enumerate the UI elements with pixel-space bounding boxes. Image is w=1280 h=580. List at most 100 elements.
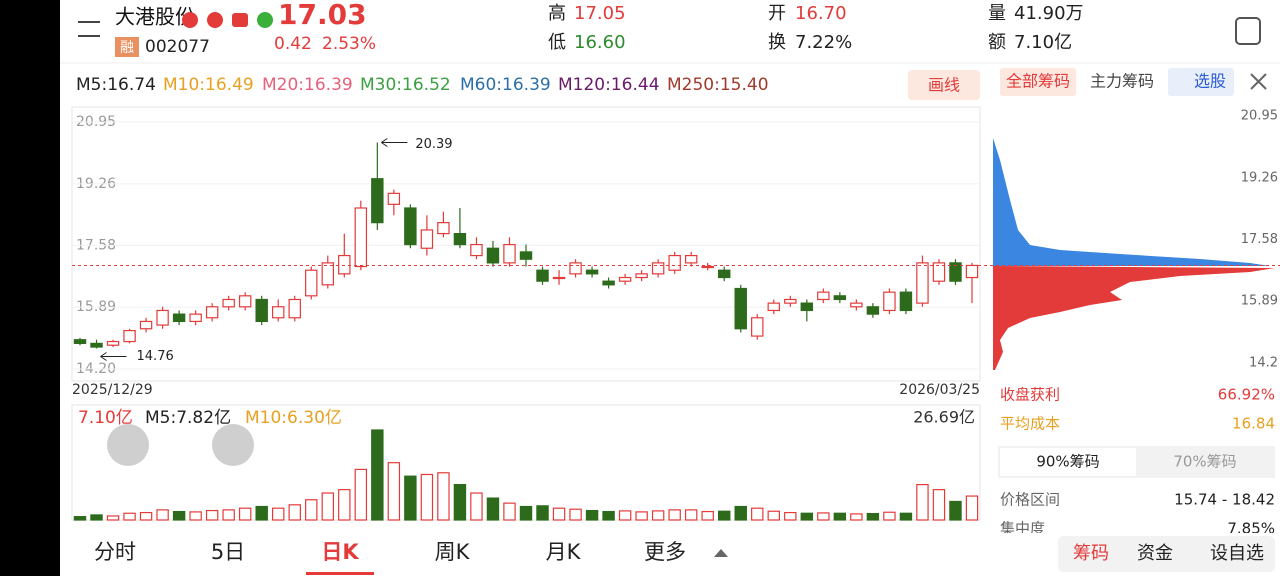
draw-button[interactable]: [908, 70, 980, 100]
volume-bar: [172, 510, 186, 521]
label: 量: [988, 3, 1006, 24]
volume-bar: [338, 489, 351, 521]
tab[interactable]: 月K: [546, 540, 582, 564]
candle-body: [817, 291, 830, 301]
candle-body: [932, 262, 946, 282]
volume-bar: [965, 495, 979, 521]
candle-body: [503, 243, 516, 264]
low: 16.60: [574, 32, 626, 53]
tab[interactable]: 更多: [644, 540, 686, 564]
ma-value: M20:16.39: [262, 75, 353, 95]
ma-value: M10:16.49: [163, 75, 254, 95]
range-tab[interactable]: 70%筹码: [1173, 453, 1236, 471]
volume-bar: [371, 429, 384, 521]
volume-ma10: M10:6.30亿: [245, 408, 342, 428]
volume-bar: [618, 510, 632, 521]
candle-body: [618, 276, 632, 282]
volume-bar: [238, 507, 252, 521]
more-arrow: [714, 549, 728, 557]
tab-bg[interactable]: [1000, 68, 1076, 96]
change-pct: 2.53%: [322, 34, 376, 54]
bottom-button[interactable]: 筹码: [1073, 543, 1109, 564]
candle-body: [272, 306, 285, 319]
candle-body: [850, 302, 863, 308]
candle-body: [883, 291, 896, 312]
ma-value: M120:16.44: [558, 75, 660, 95]
candle-body: [321, 262, 334, 286]
chip-tick-label: 14.2: [1249, 356, 1278, 371]
volume-bar: [552, 507, 566, 521]
price: 17.03: [278, 0, 367, 31]
volume-bar: [850, 513, 863, 521]
volume-bar: [453, 483, 467, 521]
volume-ma5: M5:7.82亿: [145, 408, 231, 428]
candle-body: [965, 264, 979, 279]
tab-bg[interactable]: [1168, 68, 1234, 96]
start-date: 2025/12/29: [72, 382, 153, 398]
button-bar: [1058, 536, 1275, 572]
nav-arrows[interactable]: [107, 424, 254, 466]
stat-label: 价格区间: [1000, 491, 1060, 509]
chip-tab[interactable]: 主力筹码: [1090, 72, 1154, 91]
stat-value: 66.92%: [1218, 386, 1275, 404]
volume-bar: [73, 516, 87, 521]
volume-bar: [90, 514, 103, 521]
range-tab[interactable]: 90%筹码: [1036, 453, 1099, 471]
volume-bar: [420, 473, 434, 521]
volume-bar: [387, 462, 401, 521]
tab[interactable]: 周K: [435, 540, 471, 564]
chip-tab[interactable]: 选股: [1194, 72, 1226, 91]
range-tab-bg[interactable]: [1000, 448, 1136, 476]
amount: 7.10亿: [1014, 32, 1072, 53]
tab[interactable]: 分时: [94, 540, 136, 564]
volume-bar: [470, 492, 483, 521]
candle-body: [238, 295, 252, 308]
screen-icon[interactable]: [1235, 17, 1261, 45]
tab[interactable]: 5日: [211, 540, 245, 564]
volume-bar: [718, 510, 731, 521]
candle-body: [354, 207, 368, 268]
change: 0.42: [274, 34, 312, 54]
volume-bar: [205, 509, 219, 521]
chip-red: [993, 266, 1275, 370]
stock-code: 002077: [145, 37, 210, 57]
ma-value: M5:16.74: [76, 75, 156, 95]
label: 开: [768, 3, 786, 24]
candle-body: [866, 306, 880, 315]
candle-body: [90, 342, 103, 348]
candle-body: [123, 329, 136, 343]
tag-bg: [115, 37, 139, 57]
candle-body: [404, 207, 417, 246]
candle-body: [73, 339, 87, 344]
bottom-button[interactable]: 资金: [1137, 543, 1173, 564]
volume-bar: [932, 489, 946, 521]
share-icons[interactable]: [182, 12, 273, 28]
candle-body: [222, 298, 235, 308]
high-note: 20.39: [415, 137, 452, 152]
chip-tick-label: 17.58: [1241, 232, 1278, 247]
candle-body: [536, 269, 549, 282]
candle-body: [288, 298, 301, 319]
chip-tab[interactable]: 全部筹码: [1006, 72, 1070, 91]
bottom-button[interactable]: 设自选: [1210, 543, 1264, 564]
arrow: [100, 352, 127, 361]
volume-bar: [800, 512, 814, 521]
volume-bar: [321, 492, 334, 521]
tab-underline: [306, 572, 374, 575]
volume-bar: [437, 472, 450, 521]
volume-bar: [916, 483, 929, 521]
candle-body: [387, 192, 401, 205]
candle-body: [585, 269, 599, 275]
menu-icon[interactable]: [78, 21, 100, 37]
label: 高: [548, 3, 566, 24]
candle-body: [437, 222, 450, 235]
close-icon[interactable]: [1250, 73, 1267, 90]
volume-bar: [883, 511, 896, 521]
label: 低: [548, 32, 566, 53]
tab[interactable]: 日K: [321, 540, 359, 564]
draw-button-label: 画线: [928, 76, 960, 95]
candle-body: [519, 251, 533, 260]
volume-bar: [866, 512, 880, 521]
ma-value: M30:16.52: [360, 75, 451, 95]
